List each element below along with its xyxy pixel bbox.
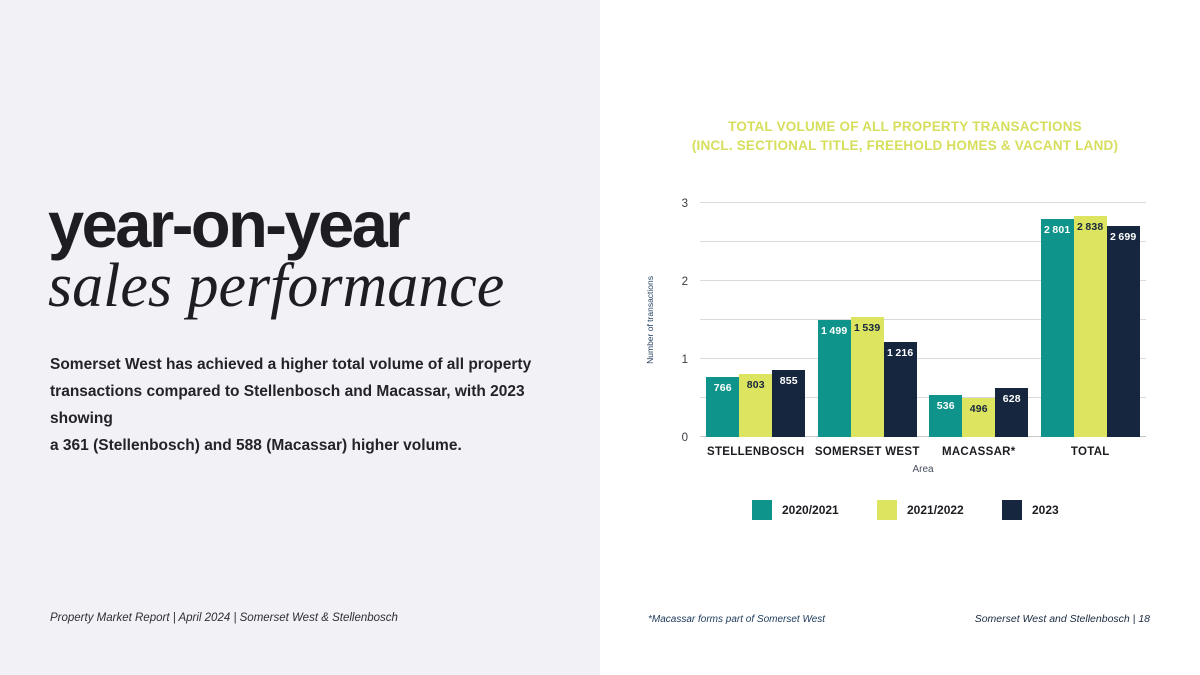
bar-value-label: 1 216 bbox=[887, 347, 914, 360]
bar-group: 766 803 855 STELLENBOSCH bbox=[700, 203, 812, 458]
chart-title: TOTAL VOLUME OF ALL PROPERTY TRANSACTION… bbox=[691, 119, 1119, 153]
bar-value-label: 536 bbox=[936, 400, 955, 413]
gridline bbox=[700, 319, 1146, 320]
report-footer: Property Market Report | April 2024 | So… bbox=[50, 612, 398, 624]
bar-group: 536 496 628 MACASSAR* bbox=[923, 203, 1035, 458]
bar: 2 838 bbox=[1073, 215, 1107, 437]
legend-label: 2021/2022 bbox=[907, 503, 964, 517]
bar-value-label: 855 bbox=[779, 375, 798, 388]
bar-group: 1 499 1 539 1 216 SOMERSET WEST bbox=[812, 203, 924, 458]
bar: 1 216 bbox=[883, 342, 917, 437]
bar-value-label: 2 838 bbox=[1077, 220, 1104, 233]
y-axis-tick-label: 2 bbox=[681, 276, 688, 289]
gridline bbox=[700, 202, 1146, 203]
gridline bbox=[700, 358, 1146, 360]
bar: 2 699 bbox=[1106, 226, 1140, 437]
bar: 803 bbox=[739, 374, 773, 437]
gridline bbox=[700, 280, 1146, 282]
bar: 496 bbox=[962, 398, 996, 437]
bar: 855 bbox=[772, 370, 806, 437]
bar-value-label: 2 699 bbox=[1110, 231, 1137, 244]
page-title-line1: year-on-year bbox=[48, 188, 411, 261]
legend-item: 2023 bbox=[1002, 500, 1127, 520]
gridline bbox=[700, 397, 1146, 399]
category-label: STELLENBOSCH bbox=[706, 446, 805, 458]
bar: 628 bbox=[995, 388, 1029, 437]
y-axis-tick-label: 3 bbox=[681, 198, 688, 210]
y-axis-tick-label: 1 bbox=[681, 354, 688, 367]
legend-swatch bbox=[877, 500, 897, 520]
legend-swatch bbox=[752, 500, 772, 520]
bar-groups: 766 803 855 STELLENBOSCH 1 499 1 539 1 216 SOME… bbox=[700, 203, 1147, 458]
chart-footnote: *Macassar forms part of Somerset West bbox=[648, 614, 826, 625]
bar-value-label: 496 bbox=[969, 403, 988, 416]
bar-value-label: 766 bbox=[713, 382, 732, 395]
summary-paragraph: Somerset West has achieved a higher tota… bbox=[50, 356, 532, 454]
gridline bbox=[700, 241, 1146, 242]
page-title-line2: sales performance bbox=[48, 252, 505, 320]
bar: 1 499 bbox=[817, 320, 851, 437]
legend-item: 2020/2021 bbox=[752, 500, 877, 520]
bar-value-label: 1 499 bbox=[821, 325, 848, 338]
x-axis-title: Area bbox=[912, 464, 934, 475]
bar-value-label: 628 bbox=[1002, 393, 1021, 406]
legend-label: 2023 bbox=[1032, 503, 1059, 517]
legend-swatch bbox=[1002, 500, 1022, 520]
bar-value-label: 1 539 bbox=[854, 321, 881, 334]
y-axis-tick-label: 0 bbox=[681, 432, 688, 444]
gridline bbox=[700, 436, 1146, 437]
bar: 1 539 bbox=[850, 316, 884, 437]
bar: 766 bbox=[706, 377, 740, 437]
chart-legend: 2020/2021 2021/2022 2023 bbox=[752, 500, 1127, 520]
page-number-footer: Somerset West and Stellenbosch | 18 bbox=[974, 613, 1150, 625]
y-axis-title: Number of transactions bbox=[645, 276, 655, 364]
category-label: MACASSAR* bbox=[941, 446, 1016, 458]
bar-value-label: 803 bbox=[746, 379, 765, 392]
bar-chart-plot-area: 766 803 855 STELLENBOSCH 1 499 1 539 1 216 SOME… bbox=[682, 198, 1147, 458]
category-label: TOTAL bbox=[1070, 446, 1110, 458]
legend-item: 2021/2022 bbox=[877, 500, 1002, 520]
category-label: SOMERSET WEST bbox=[814, 446, 920, 458]
left-panel: year-on-year sales performance Somerset … bbox=[0, 0, 600, 675]
legend-label: 2020/2021 bbox=[782, 503, 839, 517]
bar: 536 bbox=[929, 395, 963, 437]
bar: 2 801 bbox=[1040, 218, 1074, 437]
bar-value-label: 2 801 bbox=[1044, 223, 1071, 236]
bar-group: 2 801 2 838 2 699 TOTAL bbox=[1035, 203, 1147, 458]
